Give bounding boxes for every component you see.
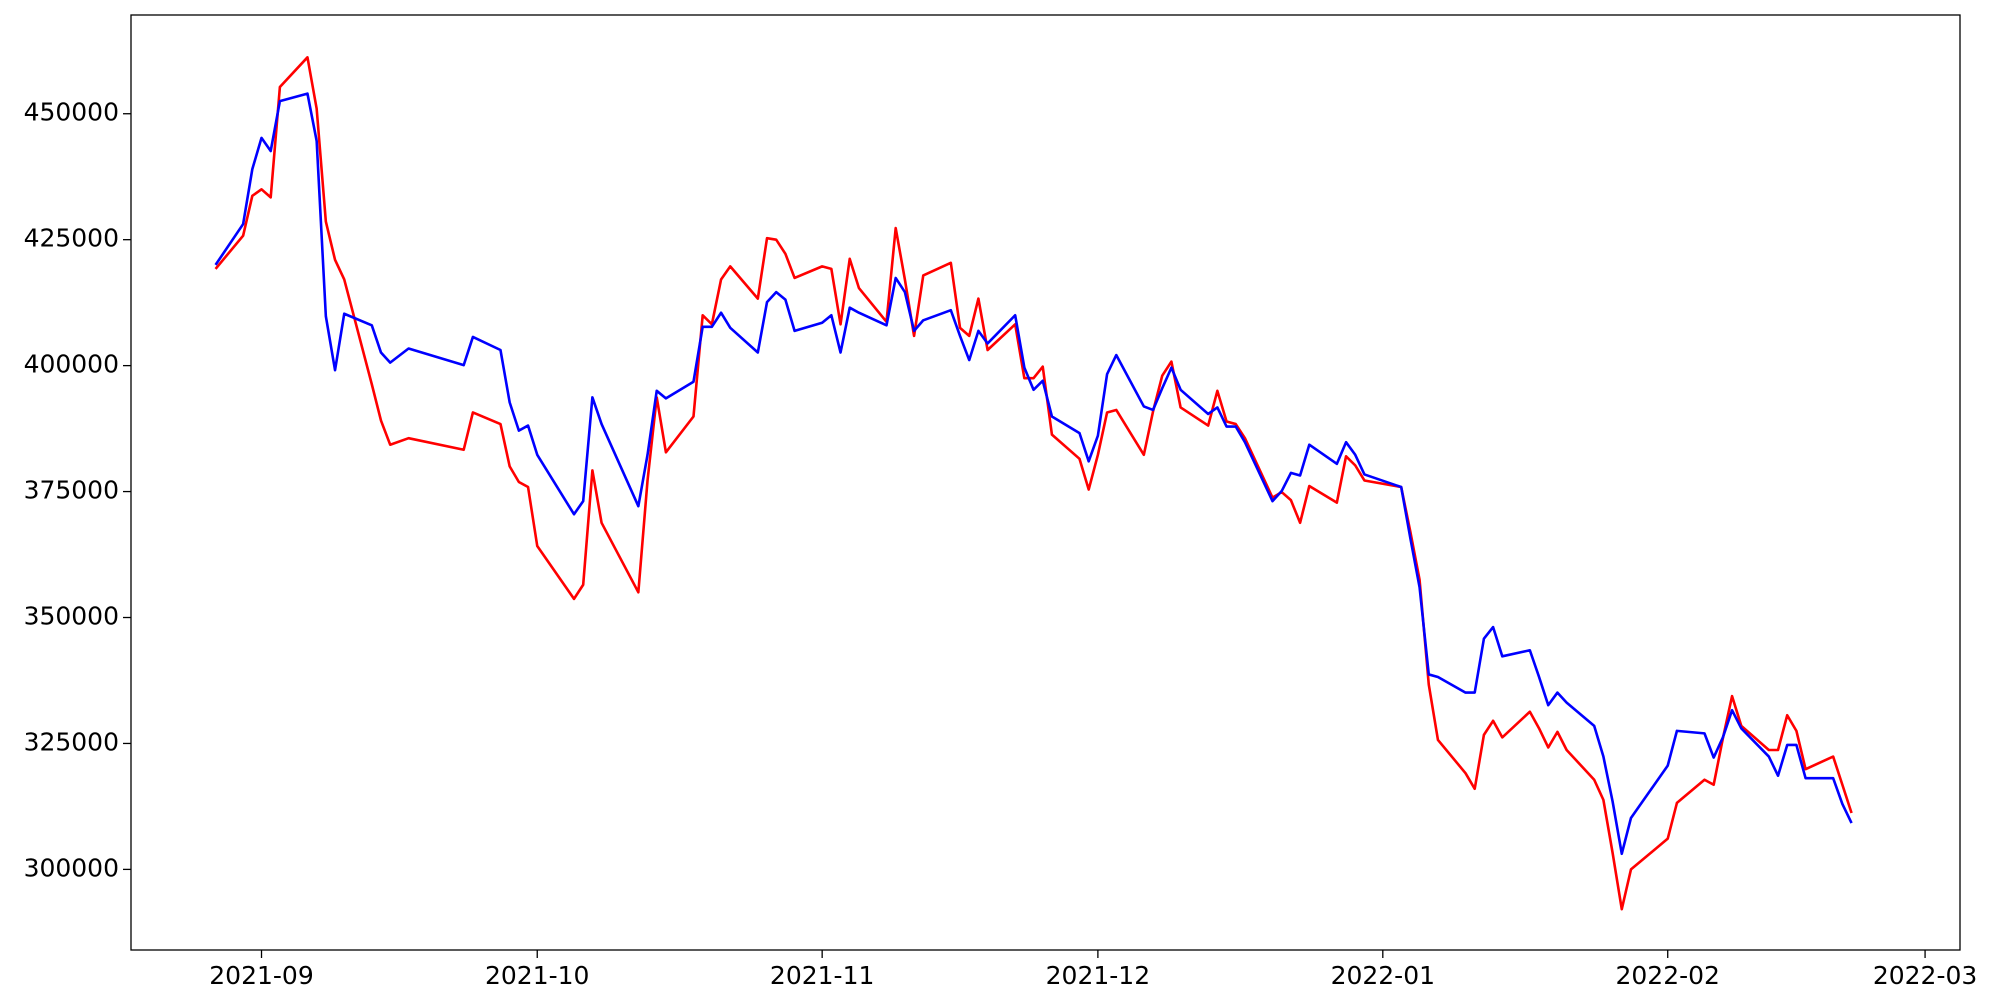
y-tick-label: 425000 bbox=[24, 224, 119, 253]
x-tick-label: 2022-01 bbox=[1331, 961, 1435, 990]
plot-frame bbox=[130, 14, 1961, 951]
y-tick-label: 375000 bbox=[24, 476, 119, 505]
series-line bbox=[214, 92, 1853, 856]
series-line bbox=[214, 56, 1853, 911]
x-tick-label: 2021-12 bbox=[1046, 961, 1150, 990]
x-tick-label: 2022-02 bbox=[1615, 961, 1719, 990]
y-tick-label: 350000 bbox=[24, 602, 119, 631]
x-tick-label: 2022-03 bbox=[1873, 961, 1977, 990]
x-tick-label: 2021-11 bbox=[770, 961, 874, 990]
x-tick-label: 2021-10 bbox=[485, 961, 589, 990]
y-tick-label: 300000 bbox=[24, 853, 119, 882]
x-tick-label: 2021-09 bbox=[209, 961, 313, 990]
y-tick-label: 325000 bbox=[24, 727, 119, 756]
y-tick-label: 400000 bbox=[24, 350, 119, 379]
y-tick-label: 450000 bbox=[24, 98, 119, 127]
